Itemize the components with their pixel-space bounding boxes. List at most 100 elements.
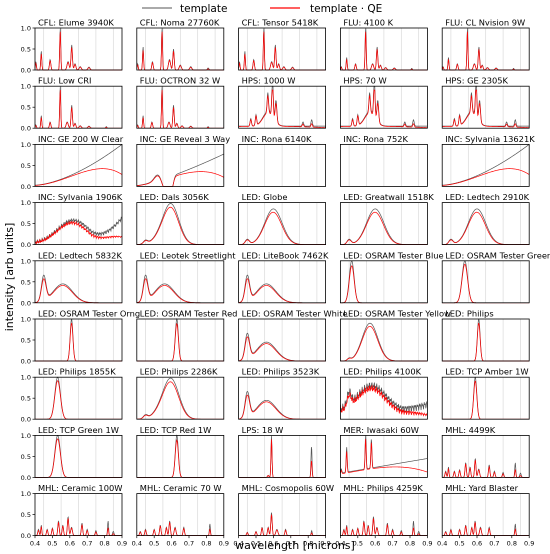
panel-frame: [441, 27, 530, 71]
y-tick-label: 0.0: [21, 474, 31, 482]
qe-series-line: [340, 89, 428, 128]
x-tick-label: 0.6: [166, 540, 176, 548]
panel-frame: [136, 434, 225, 478]
panel-frame: [339, 143, 428, 187]
panel: LED: LiteBook 7462K: [238, 250, 329, 304]
x-tick-label: 0.9: [117, 540, 127, 548]
panel: LED: TCP Green 1W 0.0 0.5 1.0: [21, 425, 123, 482]
panel-title: LED: Greatwall 1518K: [343, 192, 434, 202]
panel: LED: OSRAM Tester Yellow: [339, 309, 451, 362]
panel: LED: OSRAM Tester White: [238, 309, 348, 362]
panel: MHL: Yard Blaster 0.4 0.5 0.6 0.7 0.8 0.9: [437, 483, 534, 547]
panel-frame: [441, 85, 530, 129]
y-tick-label: 0.5: [21, 220, 31, 228]
panel-title: LPS: 18 W: [242, 425, 284, 435]
panel-title: LED: LiteBook 7462K: [242, 250, 329, 260]
x-tick-label: 0.7: [489, 540, 499, 548]
panel: LED: TCP Red 1W: [136, 425, 225, 478]
x-tick-label: 0.9: [219, 540, 229, 548]
panel-title: LED: Globe: [242, 192, 288, 202]
y-tick-label: 0.5: [21, 104, 31, 112]
panel-title: INC: Sylvania 13621K: [445, 134, 535, 144]
panel-title: LED: Ledtech 5832K: [38, 250, 122, 260]
x-tick-label: 0.5: [149, 540, 159, 548]
panel: FLU: OCTRON 32 W: [136, 76, 225, 129]
y-tick-label: 0.5: [21, 46, 31, 54]
x-tick-label: 0.8: [99, 540, 109, 548]
panel-title: LED: Philips 1855K: [38, 367, 116, 377]
x-tick-label: 0.5: [454, 540, 464, 548]
panel-frame: [136, 202, 225, 246]
panel: LED: Philips 3523K: [238, 367, 327, 420]
template-series-line: [34, 216, 122, 245]
x-tick-label: 0.5: [47, 540, 57, 548]
panel-title: INC: GE 200 W Clear: [38, 134, 124, 144]
y-tick-label: 1.0: [21, 199, 31, 207]
panel-title: LED: TCP Green 1W: [38, 425, 119, 435]
panel: HPS: 1000 W: [238, 76, 327, 129]
y-tick-label: 0.0: [21, 299, 31, 307]
panel-title: LED: Philips: [445, 309, 493, 319]
y-tick-label: 0.5: [21, 162, 31, 170]
panel-frame: [339, 493, 428, 537]
panel-title: HPS: GE 2305K: [445, 76, 508, 86]
panel-title: CFL: Tensor 5418K: [242, 18, 319, 28]
panel: FLU: CL Nvision 9W: [441, 18, 530, 71]
panel: LED: Philips 2286K: [136, 367, 225, 420]
panel-frame: [441, 318, 530, 362]
y-tick-label: 0.5: [21, 453, 31, 461]
panel-frame: [136, 260, 225, 304]
template-series-line: [34, 144, 123, 186]
x-tick-label: 0.5: [251, 540, 261, 548]
panel-frame: [238, 493, 327, 537]
panel-title: CFL: Elume 3940K: [38, 18, 114, 28]
panel-frame: [339, 85, 428, 129]
legend-template-label: template: [180, 3, 227, 15]
legend-qe-label: template · QE: [310, 3, 382, 15]
x-tick-label: 0.8: [201, 540, 211, 548]
x-axis-label: wavelength [microns]: [235, 539, 355, 552]
panel-title: LED: Philips 4100K: [343, 367, 421, 377]
panel-title: LED: OSRAM Tester White: [242, 309, 348, 319]
panel-frame: [441, 260, 530, 304]
panel: MHL: Cosmopolis 60W 0.4 0.5 0.6 0.7 0.8 0.9: [233, 483, 334, 547]
y-tick-label: 1.0: [21, 490, 31, 498]
panel: CFL: Tensor 5418K: [238, 18, 327, 71]
panel: MHL: Philips 4259K 0.4 0.5 0.6 0.7 0.8 0.9: [335, 483, 432, 547]
panel-title: MHL: Cosmopolis 60W: [242, 483, 334, 493]
x-tick-label: 0.4: [335, 540, 345, 548]
panel-frame: [238, 260, 327, 304]
panel-frame: [136, 27, 225, 71]
qe-series-line: [340, 384, 428, 417]
x-tick-label: 0.4: [132, 540, 142, 548]
template-series-line: [340, 435, 428, 474]
panel: LED: Ledtech 2910K: [441, 192, 530, 246]
qe-series-line: [238, 89, 326, 128]
panel-title: LED: TCP Red 1W: [140, 425, 212, 435]
qe-series-line: [34, 220, 123, 245]
y-tick-label: 0.0: [21, 183, 31, 191]
y-tick-label: 0.5: [21, 395, 31, 403]
panel-title: FLU: CL Nvision 9W: [445, 18, 525, 28]
y-tick-label: 0.0: [21, 241, 31, 249]
x-tick-label: 0.6: [472, 540, 482, 548]
panel-frame: [136, 318, 225, 362]
qe-series-line: [34, 168, 123, 186]
y-tick-label: 1.0: [21, 25, 31, 33]
panel-frame: [339, 27, 428, 71]
y-tick-label: 1.0: [21, 374, 31, 382]
panel: INC: Rona 752K: [339, 134, 428, 187]
panel: LED: Philips: [441, 309, 530, 362]
y-tick-label: 0.0: [21, 416, 31, 424]
y-tick-label: 1.0: [21, 141, 31, 149]
panel: MHL: 4499K: [441, 425, 530, 478]
y-tick-label: 0.5: [21, 511, 31, 519]
y-tick-label: 1.0: [21, 83, 31, 91]
panel-title: INC: GE Reveal 3 Way: [140, 134, 230, 144]
panel: LED: Philips 4100K: [339, 367, 428, 420]
qe-series-line: [442, 89, 530, 128]
x-tick-label: 0.9: [320, 540, 330, 548]
panel-title: MHL: Ceramic 100W: [38, 483, 122, 493]
panel: LED: Ledtech 5832K 0.0 0.5 1.0: [21, 250, 123, 307]
